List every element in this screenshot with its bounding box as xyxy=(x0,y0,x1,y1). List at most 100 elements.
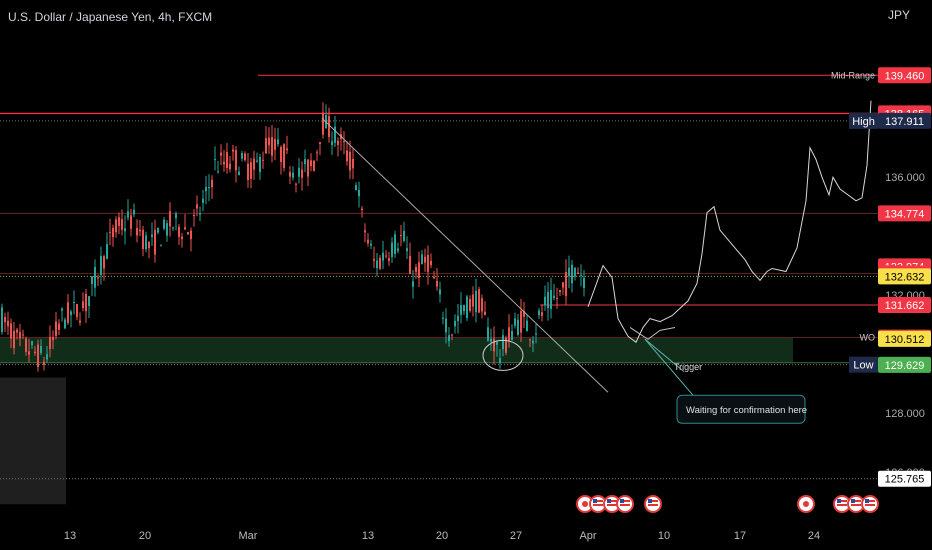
candle-body xyxy=(22,334,24,336)
candle-body xyxy=(490,338,492,342)
event-stripe-a-3 xyxy=(620,500,630,502)
candle-body xyxy=(388,258,390,261)
event-canton-3 xyxy=(620,499,624,503)
candle-body xyxy=(526,320,528,332)
candle-body xyxy=(493,338,495,352)
event-stripe-b-4 xyxy=(648,504,658,506)
event-canton-1 xyxy=(593,499,597,503)
candle-body xyxy=(571,264,573,284)
price-tag-9: 130.512 xyxy=(885,334,925,346)
candle-body xyxy=(43,361,45,365)
candle-body xyxy=(520,310,522,333)
candle-body xyxy=(391,242,393,257)
candle-body xyxy=(211,179,213,188)
x-tick-6: Apr xyxy=(579,530,596,542)
candle-body xyxy=(76,304,78,317)
projection-scribble xyxy=(629,326,676,340)
candle-body xyxy=(406,248,408,252)
candle-body xyxy=(370,243,372,246)
candle-body xyxy=(394,234,396,254)
candle-body xyxy=(109,231,111,233)
x-tick-9: 24 xyxy=(808,530,820,542)
candle-body xyxy=(568,267,570,277)
candle-body xyxy=(331,141,333,146)
candle-body xyxy=(25,338,27,352)
candle-body xyxy=(361,208,363,211)
candle-body xyxy=(502,335,504,350)
x-tick-0: 13 xyxy=(64,530,76,542)
candle-body xyxy=(337,140,339,145)
candle-body xyxy=(142,229,144,250)
candle-body xyxy=(46,354,48,360)
candle-body xyxy=(127,211,129,218)
candle-body xyxy=(100,256,102,276)
candle-body xyxy=(130,215,132,229)
candle-body xyxy=(178,226,180,238)
candle-body xyxy=(442,317,444,319)
event-markers xyxy=(576,495,879,513)
event-stripe-a-7 xyxy=(851,500,861,502)
event-canton-4 xyxy=(648,499,652,503)
candle-body xyxy=(85,293,87,312)
candle-body xyxy=(565,271,567,297)
candle-body xyxy=(160,245,162,247)
candle-body xyxy=(487,327,489,341)
candle-body xyxy=(307,159,309,177)
drawings: Trigger Waiting for confirmation here xyxy=(321,100,872,424)
candle-body xyxy=(292,172,294,178)
candle-body xyxy=(253,158,255,170)
candle-body xyxy=(439,289,441,295)
candle-body xyxy=(448,335,450,342)
candle-body xyxy=(103,256,105,269)
candle-body xyxy=(271,137,273,156)
candle-body xyxy=(193,215,195,217)
candle-body xyxy=(139,229,141,232)
candle-body xyxy=(58,323,60,330)
event-stripe-b-6 xyxy=(837,504,847,506)
candle-body xyxy=(235,150,237,171)
candle-body xyxy=(55,321,57,336)
candle-body xyxy=(154,229,156,255)
candle-body xyxy=(16,329,18,333)
candle-body xyxy=(145,235,147,250)
candle-body xyxy=(52,336,54,341)
candle-body xyxy=(412,281,414,287)
candle-body xyxy=(352,158,354,169)
candle-body xyxy=(88,296,90,306)
event-canton-8 xyxy=(865,499,869,503)
event-stripe-a-4 xyxy=(648,500,658,502)
candle-body xyxy=(232,149,234,152)
candle-body xyxy=(424,256,426,263)
candle-body xyxy=(358,189,360,197)
chart-title: U.S. Dollar / Japanese Yen, 4h, FXCM xyxy=(8,10,213,24)
candle-body xyxy=(82,301,84,309)
note-bg-2 xyxy=(849,112,878,129)
candle-body xyxy=(73,302,75,304)
candle-body xyxy=(469,299,471,311)
candle-body xyxy=(286,148,288,151)
time-axis: 13 20 Mar 13 20 27 Apr 10 17 24 xyxy=(64,530,820,542)
level-note-0: Mid-Range xyxy=(831,70,875,80)
price-tag-6: 132.632 xyxy=(885,271,925,283)
candle-body xyxy=(409,255,411,274)
candle-body xyxy=(466,296,468,318)
candle-body xyxy=(511,330,513,341)
left-panel-block xyxy=(0,377,66,505)
price-tag-0: 139.460 xyxy=(885,70,925,82)
candle-body xyxy=(238,171,240,176)
candle-body xyxy=(367,239,369,244)
price-tag-2: 137.911 xyxy=(885,116,924,128)
candle-body xyxy=(259,156,261,173)
price-tag-bg-11 xyxy=(878,356,931,373)
y-tick-2: 128.000 xyxy=(885,408,925,420)
candle-body xyxy=(400,235,402,237)
candle-body xyxy=(280,146,282,162)
candle-body xyxy=(172,227,174,229)
candle-body xyxy=(250,162,252,179)
candle-body xyxy=(226,151,228,168)
currency-label: JPY xyxy=(888,8,911,22)
candle-body xyxy=(316,152,318,154)
candle-body xyxy=(19,332,21,339)
candle-body xyxy=(517,319,519,335)
